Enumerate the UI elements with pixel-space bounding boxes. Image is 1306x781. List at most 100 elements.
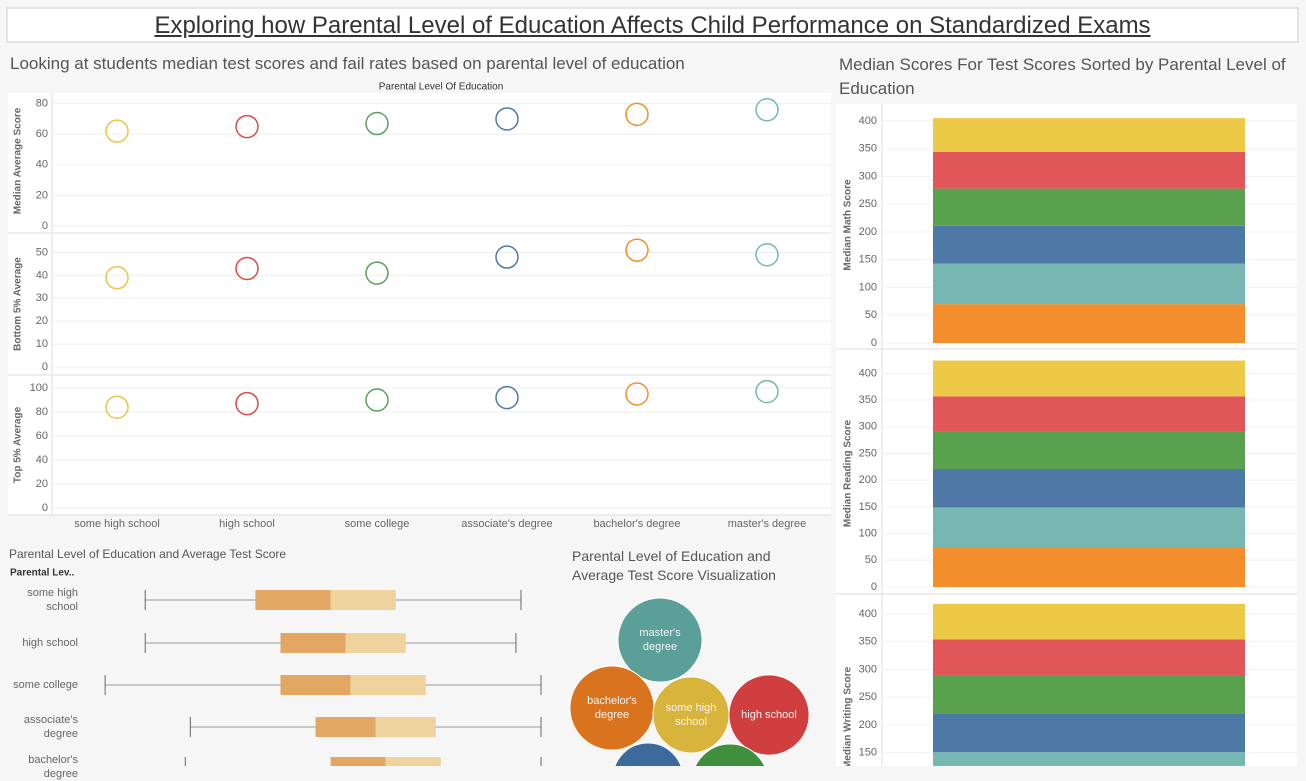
dot — [365, 261, 389, 285]
y-tick-label: 100 — [30, 382, 48, 394]
y-axis-label: Top 5% Average — [13, 406, 24, 483]
bubble — [728, 674, 810, 756]
bar-segment — [933, 263, 1245, 305]
y-tick-label: 10 — [36, 338, 48, 350]
category-label: some high school — [27, 587, 78, 613]
y-tick-label: 300 — [859, 421, 877, 433]
y-tick-label: 0 — [42, 361, 48, 373]
bar-segment — [933, 713, 1245, 753]
box-upper — [385, 757, 441, 766]
x-tick-label: bachelor's degree — [593, 518, 680, 530]
bar-segment — [933, 674, 1245, 714]
y-tick-label: 400 — [859, 367, 877, 379]
y-tick-label: 0 — [42, 502, 48, 514]
y-tick-label: 20 — [36, 315, 48, 327]
bar-segment — [933, 118, 1245, 152]
y-tick-label: 350 — [859, 143, 877, 155]
y-axis-label: Median Math Score — [843, 179, 854, 271]
x-tick-label: high school — [219, 518, 275, 530]
box-lower — [330, 757, 386, 766]
bar-segment — [933, 396, 1245, 432]
bar-segment — [933, 468, 1245, 508]
y-tick-label: 100 — [859, 527, 877, 539]
box-lower — [280, 633, 346, 653]
y-tick-label: 250 — [859, 198, 877, 210]
bar-segment — [933, 507, 1245, 549]
x-header: Parental Level Of Education — [379, 82, 504, 93]
dot — [235, 391, 259, 416]
x-tick-label: some college — [345, 518, 410, 530]
bubble — [694, 743, 766, 766]
y-tick-label: 60 — [36, 430, 48, 442]
chart-title: Looking at students median test scores a… — [10, 54, 685, 73]
bar-segment — [933, 431, 1245, 469]
y-tick-label: 80 — [36, 406, 48, 418]
dot — [105, 265, 129, 290]
bubble-label: bachelor's degree — [587, 695, 637, 721]
dot-panel — [8, 93, 831, 515]
x-tick-label: some high school — [74, 518, 160, 530]
y-tick-label: 50 — [865, 309, 877, 321]
y-tick-label: 0 — [42, 220, 48, 232]
y-tick-label: 300 — [859, 170, 877, 182]
chart-title: Parental Level of Education and Average … — [572, 548, 776, 583]
box-upper — [345, 633, 406, 653]
y-axis-label: Median Average Score — [13, 107, 24, 214]
bubble — [614, 742, 682, 766]
y-tick-label: 60 — [36, 128, 48, 140]
y-tick-label: 300 — [859, 663, 877, 675]
y-tick-label: 400 — [859, 608, 877, 620]
y-tick-label: 350 — [859, 394, 877, 406]
bubble-label: master's degree — [639, 627, 681, 653]
dashboard-title: Exploring how Parental Level of Educatio… — [154, 12, 1151, 39]
y-tick-label: 50 — [36, 246, 48, 258]
dot — [755, 379, 779, 404]
category-label: high school — [22, 637, 78, 649]
dot — [235, 114, 259, 139]
y-tick-label: 150 — [859, 747, 877, 759]
y-tick-label: 200 — [859, 719, 877, 731]
dot — [755, 98, 779, 122]
dot — [495, 245, 519, 269]
box-upper — [375, 717, 436, 737]
dot — [495, 385, 519, 410]
category-label: associate's degree — [23, 714, 78, 740]
y-tick-label: 150 — [859, 254, 877, 266]
y-tick-label: 80 — [36, 98, 48, 110]
dot — [365, 111, 389, 136]
dot — [755, 242, 779, 267]
bar-segment — [933, 548, 1245, 587]
bar-segment — [933, 639, 1245, 675]
y-tick-label: 40 — [36, 269, 48, 281]
x-tick-label: master's degree — [728, 518, 807, 530]
y-axis-label: Median Reading Score — [843, 419, 854, 527]
title-frame — [6, 7, 1299, 43]
y-tick-label: 250 — [859, 691, 877, 703]
y-tick-label: 50 — [865, 554, 877, 566]
box-lower — [315, 717, 376, 737]
bar-segment — [933, 603, 1245, 640]
category-label: bachelor's degree — [28, 754, 78, 780]
y-tick-label: 400 — [859, 115, 877, 127]
dot — [625, 102, 649, 127]
bar-segment — [933, 188, 1245, 226]
dot — [105, 395, 129, 419]
bubble-label: high school — [741, 709, 797, 721]
bar-segment — [933, 360, 1245, 397]
dot — [625, 238, 649, 262]
y-tick-label: 250 — [859, 447, 877, 459]
dot — [625, 382, 649, 406]
y-tick-label: 30 — [36, 292, 48, 304]
bubble-label: some high school — [665, 702, 717, 728]
bar-segment — [933, 304, 1245, 343]
y-tick-label: 100 — [859, 281, 877, 293]
y-tick-label: 40 — [36, 159, 48, 171]
bubble — [617, 597, 703, 683]
y-axis-label: Median Writing Score — [843, 667, 854, 766]
category-label: some college — [13, 679, 78, 691]
x-tick-label: associate's degree — [461, 518, 552, 530]
box-upper — [350, 675, 426, 695]
chart-title: Parental Level of Education and Average … — [9, 547, 287, 561]
